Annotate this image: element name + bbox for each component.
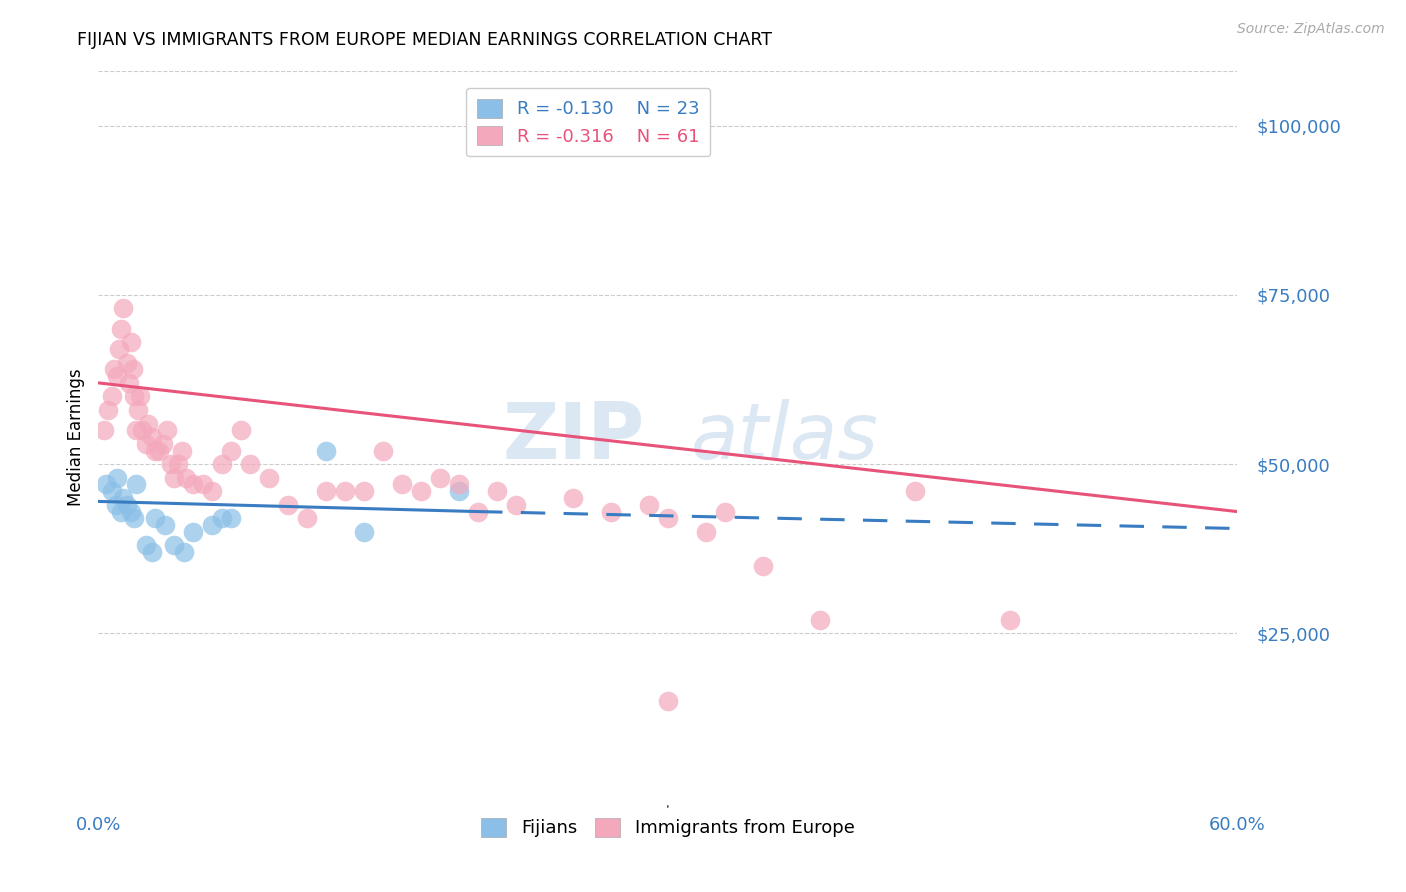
- Point: [239, 457, 262, 471]
- Point: [121, 362, 143, 376]
- Point: [167, 457, 190, 471]
- Point: [505, 498, 527, 512]
- Point: [695, 524, 717, 539]
- Point: [141, 545, 163, 559]
- Point: [277, 498, 299, 512]
- Point: [107, 369, 129, 384]
- Point: [411, 484, 433, 499]
- Point: [110, 322, 132, 336]
- Point: [103, 362, 125, 376]
- Point: [904, 484, 927, 499]
- Point: [124, 511, 146, 525]
- Point: [486, 484, 509, 499]
- Point: [156, 423, 179, 437]
- Point: [170, 443, 193, 458]
- Point: [600, 505, 623, 519]
- Point: [148, 443, 170, 458]
- Point: [159, 457, 181, 471]
- Point: [152, 437, 174, 451]
- Point: [145, 511, 167, 525]
- Point: [118, 376, 141, 390]
- Point: [120, 505, 142, 519]
- Point: [229, 423, 252, 437]
- Point: [752, 558, 775, 573]
- Point: [297, 511, 319, 525]
- Point: [115, 498, 138, 512]
- Point: [93, 423, 115, 437]
- Point: [125, 477, 148, 491]
- Point: [153, 518, 176, 533]
- Point: [201, 484, 224, 499]
- Point: [714, 505, 737, 519]
- Point: [163, 471, 186, 485]
- Point: [107, 471, 129, 485]
- Point: [110, 505, 132, 519]
- Point: [429, 471, 451, 485]
- Point: [125, 423, 148, 437]
- Point: [201, 518, 224, 533]
- Point: [353, 524, 375, 539]
- Point: [449, 484, 471, 499]
- Point: [315, 443, 337, 458]
- Point: [173, 545, 195, 559]
- Point: [174, 471, 197, 485]
- Point: [124, 389, 146, 403]
- Text: ZIP: ZIP: [503, 399, 645, 475]
- Point: [135, 437, 157, 451]
- Point: [211, 457, 233, 471]
- Point: [141, 430, 163, 444]
- Point: [145, 443, 167, 458]
- Text: atlas: atlas: [690, 399, 879, 475]
- Point: [135, 538, 157, 552]
- Point: [112, 301, 135, 316]
- Point: [163, 538, 186, 552]
- Point: [353, 484, 375, 499]
- Point: [657, 511, 679, 525]
- Point: [191, 477, 214, 491]
- Point: [335, 484, 357, 499]
- Point: [127, 403, 149, 417]
- Point: [115, 355, 138, 369]
- Point: [108, 342, 131, 356]
- Point: [183, 477, 205, 491]
- Point: [562, 491, 585, 505]
- Legend: Fijians, Immigrants from Europe: Fijians, Immigrants from Europe: [472, 808, 863, 847]
- Text: Source: ZipAtlas.com: Source: ZipAtlas.com: [1237, 22, 1385, 37]
- Point: [94, 477, 117, 491]
- Y-axis label: Median Earnings: Median Earnings: [66, 368, 84, 506]
- Point: [131, 423, 153, 437]
- Point: [638, 498, 661, 512]
- Point: [100, 484, 122, 499]
- Point: [112, 491, 135, 505]
- Point: [391, 477, 413, 491]
- Point: [136, 417, 159, 431]
- Point: [657, 694, 679, 708]
- Point: [211, 511, 233, 525]
- Point: [120, 335, 142, 350]
- Point: [100, 389, 122, 403]
- Text: FIJIAN VS IMMIGRANTS FROM EUROPE MEDIAN EARNINGS CORRELATION CHART: FIJIAN VS IMMIGRANTS FROM EUROPE MEDIAN …: [77, 31, 772, 49]
- Point: [371, 443, 394, 458]
- Point: [998, 613, 1021, 627]
- Point: [808, 613, 831, 627]
- Point: [315, 484, 337, 499]
- Point: [259, 471, 281, 485]
- Point: [449, 477, 471, 491]
- Point: [221, 443, 243, 458]
- Point: [467, 505, 489, 519]
- Point: [129, 389, 152, 403]
- Point: [97, 403, 120, 417]
- Point: [183, 524, 205, 539]
- Point: [104, 498, 127, 512]
- Point: [221, 511, 243, 525]
